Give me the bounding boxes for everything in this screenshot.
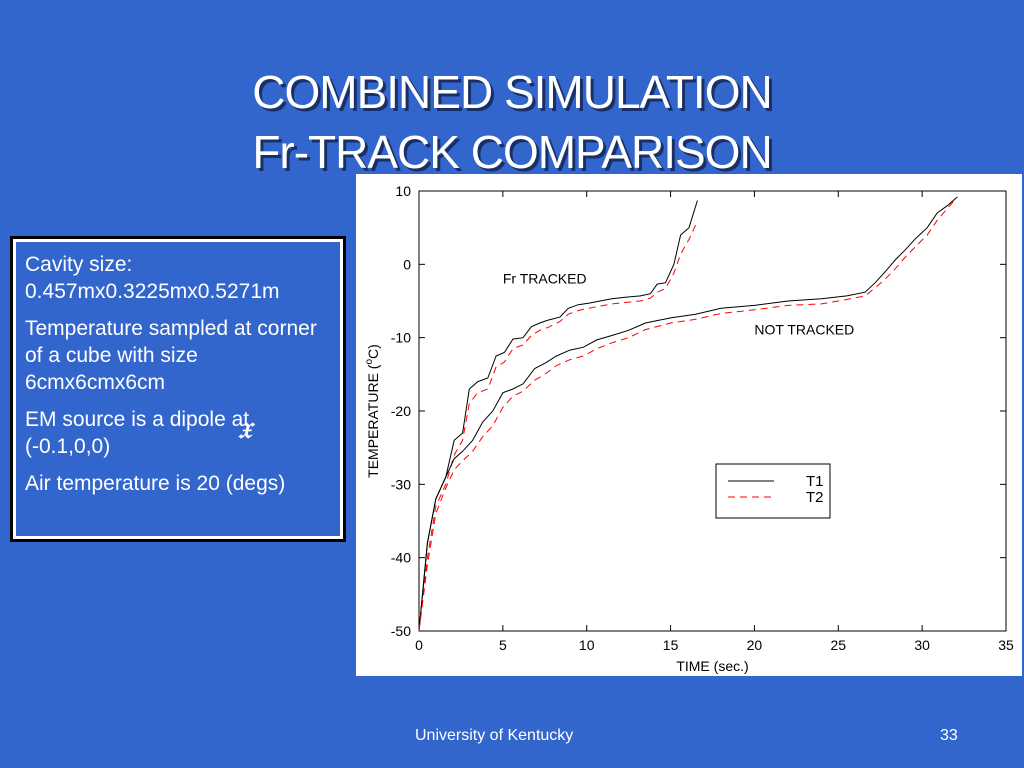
x-tick-label: 30 (914, 637, 930, 653)
x-tick-label: 20 (747, 637, 763, 653)
legend: T1 T2 (715, 463, 831, 519)
axis-ticks: 0 5 10 15 20 25 30 35 10 0 -10 -20 -30 -40 -50 (391, 183, 1014, 653)
bullet-sample-location: Temperature sampled at corner of a cube … (25, 317, 317, 394)
x-tick-label: 10 (579, 637, 595, 653)
y-axis-label-suffix: C) (365, 344, 381, 359)
x-axis-label: TIME (sec.) (676, 658, 748, 674)
axes-box (418, 190, 1007, 632)
annotation-not-tracked: NOT TRACKED (754, 322, 854, 338)
title-line-2: Fr-TRACK COMPARISON (252, 126, 772, 178)
y-tick-label: -10 (391, 330, 411, 346)
series-t2-not-tracked (418, 196, 958, 632)
bullet-cavity-size: Cavity size: 0.457mx0.3225mx0.5271m (25, 253, 280, 303)
series-t2-fr-tracked (418, 220, 698, 632)
x-tick-label: 15 (663, 637, 679, 653)
y-tick-label: -40 (391, 550, 411, 566)
y-axis-label-prefix: TEMPERATURE ( (365, 364, 381, 478)
info-box: Cavity size: 0.457mx0.3225mx0.5271m Temp… (10, 236, 346, 542)
x-tick-label: 0 (415, 637, 423, 653)
x-tick-label: 5 (499, 637, 507, 653)
y-tick-label: 0 (403, 256, 411, 272)
bullet-em-source: EM source is a dipole at (-0.1,0,0) (25, 408, 250, 458)
y-tick-label: 10 (395, 183, 411, 199)
y-tick-label: -50 (391, 623, 411, 639)
slide-title: COMBINED SIMULATION Fr-TRACK COMPARISON (0, 62, 1024, 182)
series-t1-not-tracked (418, 196, 958, 632)
series-t1-fr-tracked (418, 200, 698, 632)
temperature-chart: 0 5 10 15 20 25 30 35 10 0 -10 -20 -30 -40 -50 Fr TRAC… (364, 183, 1014, 674)
bullet-air-temperature: Air temperature is 20 (degs) (25, 472, 286, 495)
cursor-glyph-icon: 𝔛 (238, 418, 252, 443)
footer-institution: University of Kentucky (415, 727, 574, 744)
y-axis-label: TEMPERATURE (oC) (364, 344, 381, 478)
x-tick-label: 35 (998, 637, 1014, 653)
title-line-1: COMBINED SIMULATION (252, 66, 772, 118)
y-tick-label: -20 (391, 403, 411, 419)
x-tick-label: 25 (830, 637, 846, 653)
legend-box (715, 463, 831, 519)
footer-slide-number: 33 (940, 727, 958, 744)
series-lines (418, 196, 958, 632)
legend-label-t2: T2 (806, 489, 824, 506)
y-axis-label-degree: o (364, 359, 375, 365)
chart-panel: 0 5 10 15 20 25 30 35 10 0 -10 -20 -30 -40 -50 Fr TRAC… (356, 174, 1022, 676)
y-tick-label: -30 (391, 476, 411, 492)
annotation-fr-tracked: Fr TRACKED (503, 270, 587, 286)
legend-label-t1: T1 (806, 473, 824, 490)
